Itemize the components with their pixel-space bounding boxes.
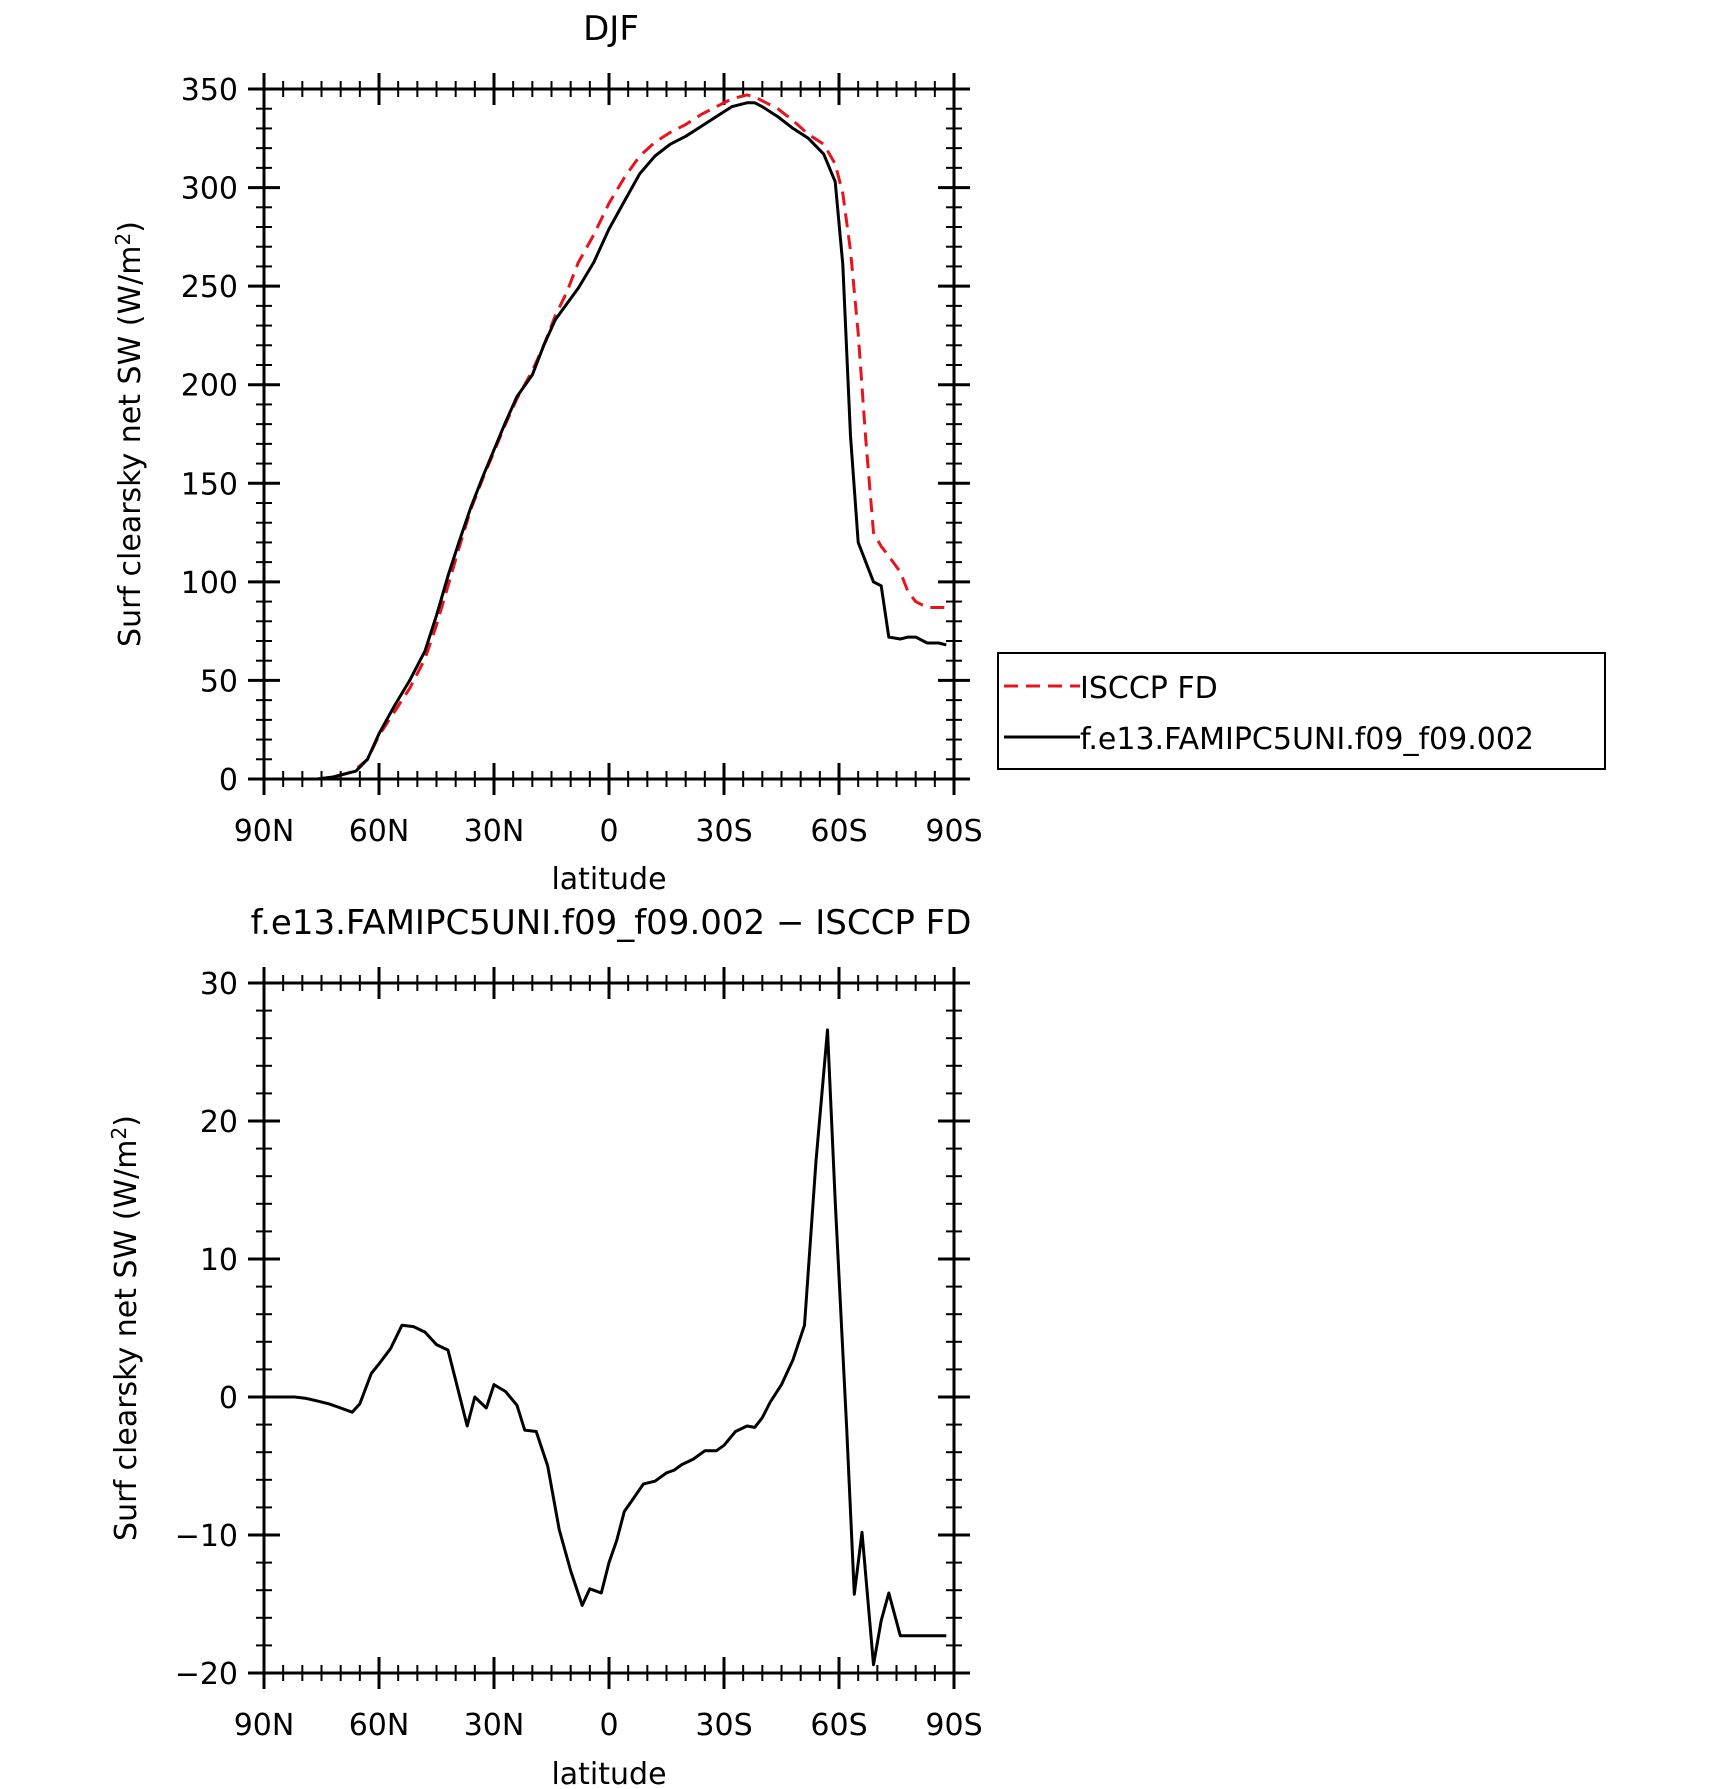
legend-label-model: f.e13.FAMIPC5UNI.f09_f09.002 bbox=[1080, 722, 1534, 757]
bottom-xtick-label: 30N bbox=[464, 1708, 525, 1743]
top-xtick-label: 90N bbox=[234, 814, 295, 849]
bottom-ytick-label: 10 bbox=[200, 1243, 238, 1278]
bottom-ytick-labels: −20 −10 0 10 20 30 bbox=[175, 967, 238, 1692]
bottom-xtick-label: 60N bbox=[349, 1708, 410, 1743]
top-ytick-label: 250 bbox=[181, 270, 238, 305]
top-xtick-label: 30S bbox=[695, 814, 752, 849]
top-ytick-label: 350 bbox=[181, 73, 238, 108]
bottom-xtick-label: 90S bbox=[925, 1708, 982, 1743]
bottom-xtick-label: 0 bbox=[599, 1708, 618, 1743]
top-xtick-label: 0 bbox=[599, 814, 618, 849]
bottom-xtick-label: 60S bbox=[810, 1708, 867, 1743]
top-ytick-label: 0 bbox=[219, 763, 238, 798]
bottom-ytick-label: −10 bbox=[175, 1519, 238, 1554]
bottom-series-model bbox=[271, 1028, 947, 1667]
bottom-series bbox=[271, 1028, 947, 1667]
top-title: DJF bbox=[583, 9, 639, 49]
top-xlabel: latitude bbox=[551, 862, 666, 897]
bottom-xlabel: latitude bbox=[551, 1757, 666, 1789]
top-xtick-label: 30N bbox=[464, 814, 525, 849]
top-ytick-label: 300 bbox=[181, 172, 238, 207]
top-ytick-label: 200 bbox=[181, 369, 238, 404]
top-xtick-label: 60N bbox=[349, 814, 410, 849]
bottom-ylabel: Surf clearsky net SW (W/m2) bbox=[107, 1115, 144, 1541]
bottom-panel: f.e13.FAMIPC5UNI.f09_f09.002 − ISCCP FD … bbox=[107, 903, 983, 1789]
top-series-model bbox=[271, 101, 947, 781]
bottom-ytick-label: −20 bbox=[175, 1657, 238, 1692]
top-series bbox=[271, 93, 947, 781]
top-ticks bbox=[248, 73, 970, 795]
top-xtick-label: 60S bbox=[810, 814, 867, 849]
top-xtick-labels: 90N 60N 30N 0 30S 60S 90S bbox=[234, 814, 983, 849]
bottom-ytick-label: 0 bbox=[219, 1381, 238, 1416]
top-ytick-label: 100 bbox=[181, 566, 238, 601]
top-ytick-labels: 0 50 100 150 200 250 300 350 bbox=[181, 73, 238, 798]
legend-label-isccp: ISCCP FD bbox=[1080, 671, 1218, 706]
top-ytick-label: 150 bbox=[181, 467, 238, 502]
bottom-ticks bbox=[248, 967, 970, 1689]
bottom-xtick-label: 30S bbox=[695, 1708, 752, 1743]
legend-box bbox=[997, 652, 1606, 770]
bottom-xtick-label: 90N bbox=[234, 1708, 295, 1743]
top-ytick-label: 50 bbox=[200, 664, 238, 699]
bottom-xtick-labels: 90N 60N 30N 0 30S 60S 90S bbox=[234, 1708, 983, 1743]
bottom-ytick-label: 20 bbox=[200, 1105, 238, 1140]
top-series-isccp-fd bbox=[271, 93, 947, 781]
bottom-ytick-label: 30 bbox=[200, 967, 238, 1002]
bottom-plot-frame bbox=[262, 981, 956, 1675]
top-panel: DJF 0 50 100 150 200 250 300 350 90N 60N 30N 0 30S 6… bbox=[111, 9, 983, 897]
top-ylabel: Surf clearsky net SW (W/m2) bbox=[111, 221, 148, 647]
legend: ISCCP FD f.e13.FAMIPC5UNI.f09_f09.002 bbox=[997, 652, 1606, 770]
top-xtick-label: 90S bbox=[925, 814, 982, 849]
bottom-title: f.e13.FAMIPC5UNI.f09_f09.002 − ISCCP FD bbox=[251, 903, 972, 943]
